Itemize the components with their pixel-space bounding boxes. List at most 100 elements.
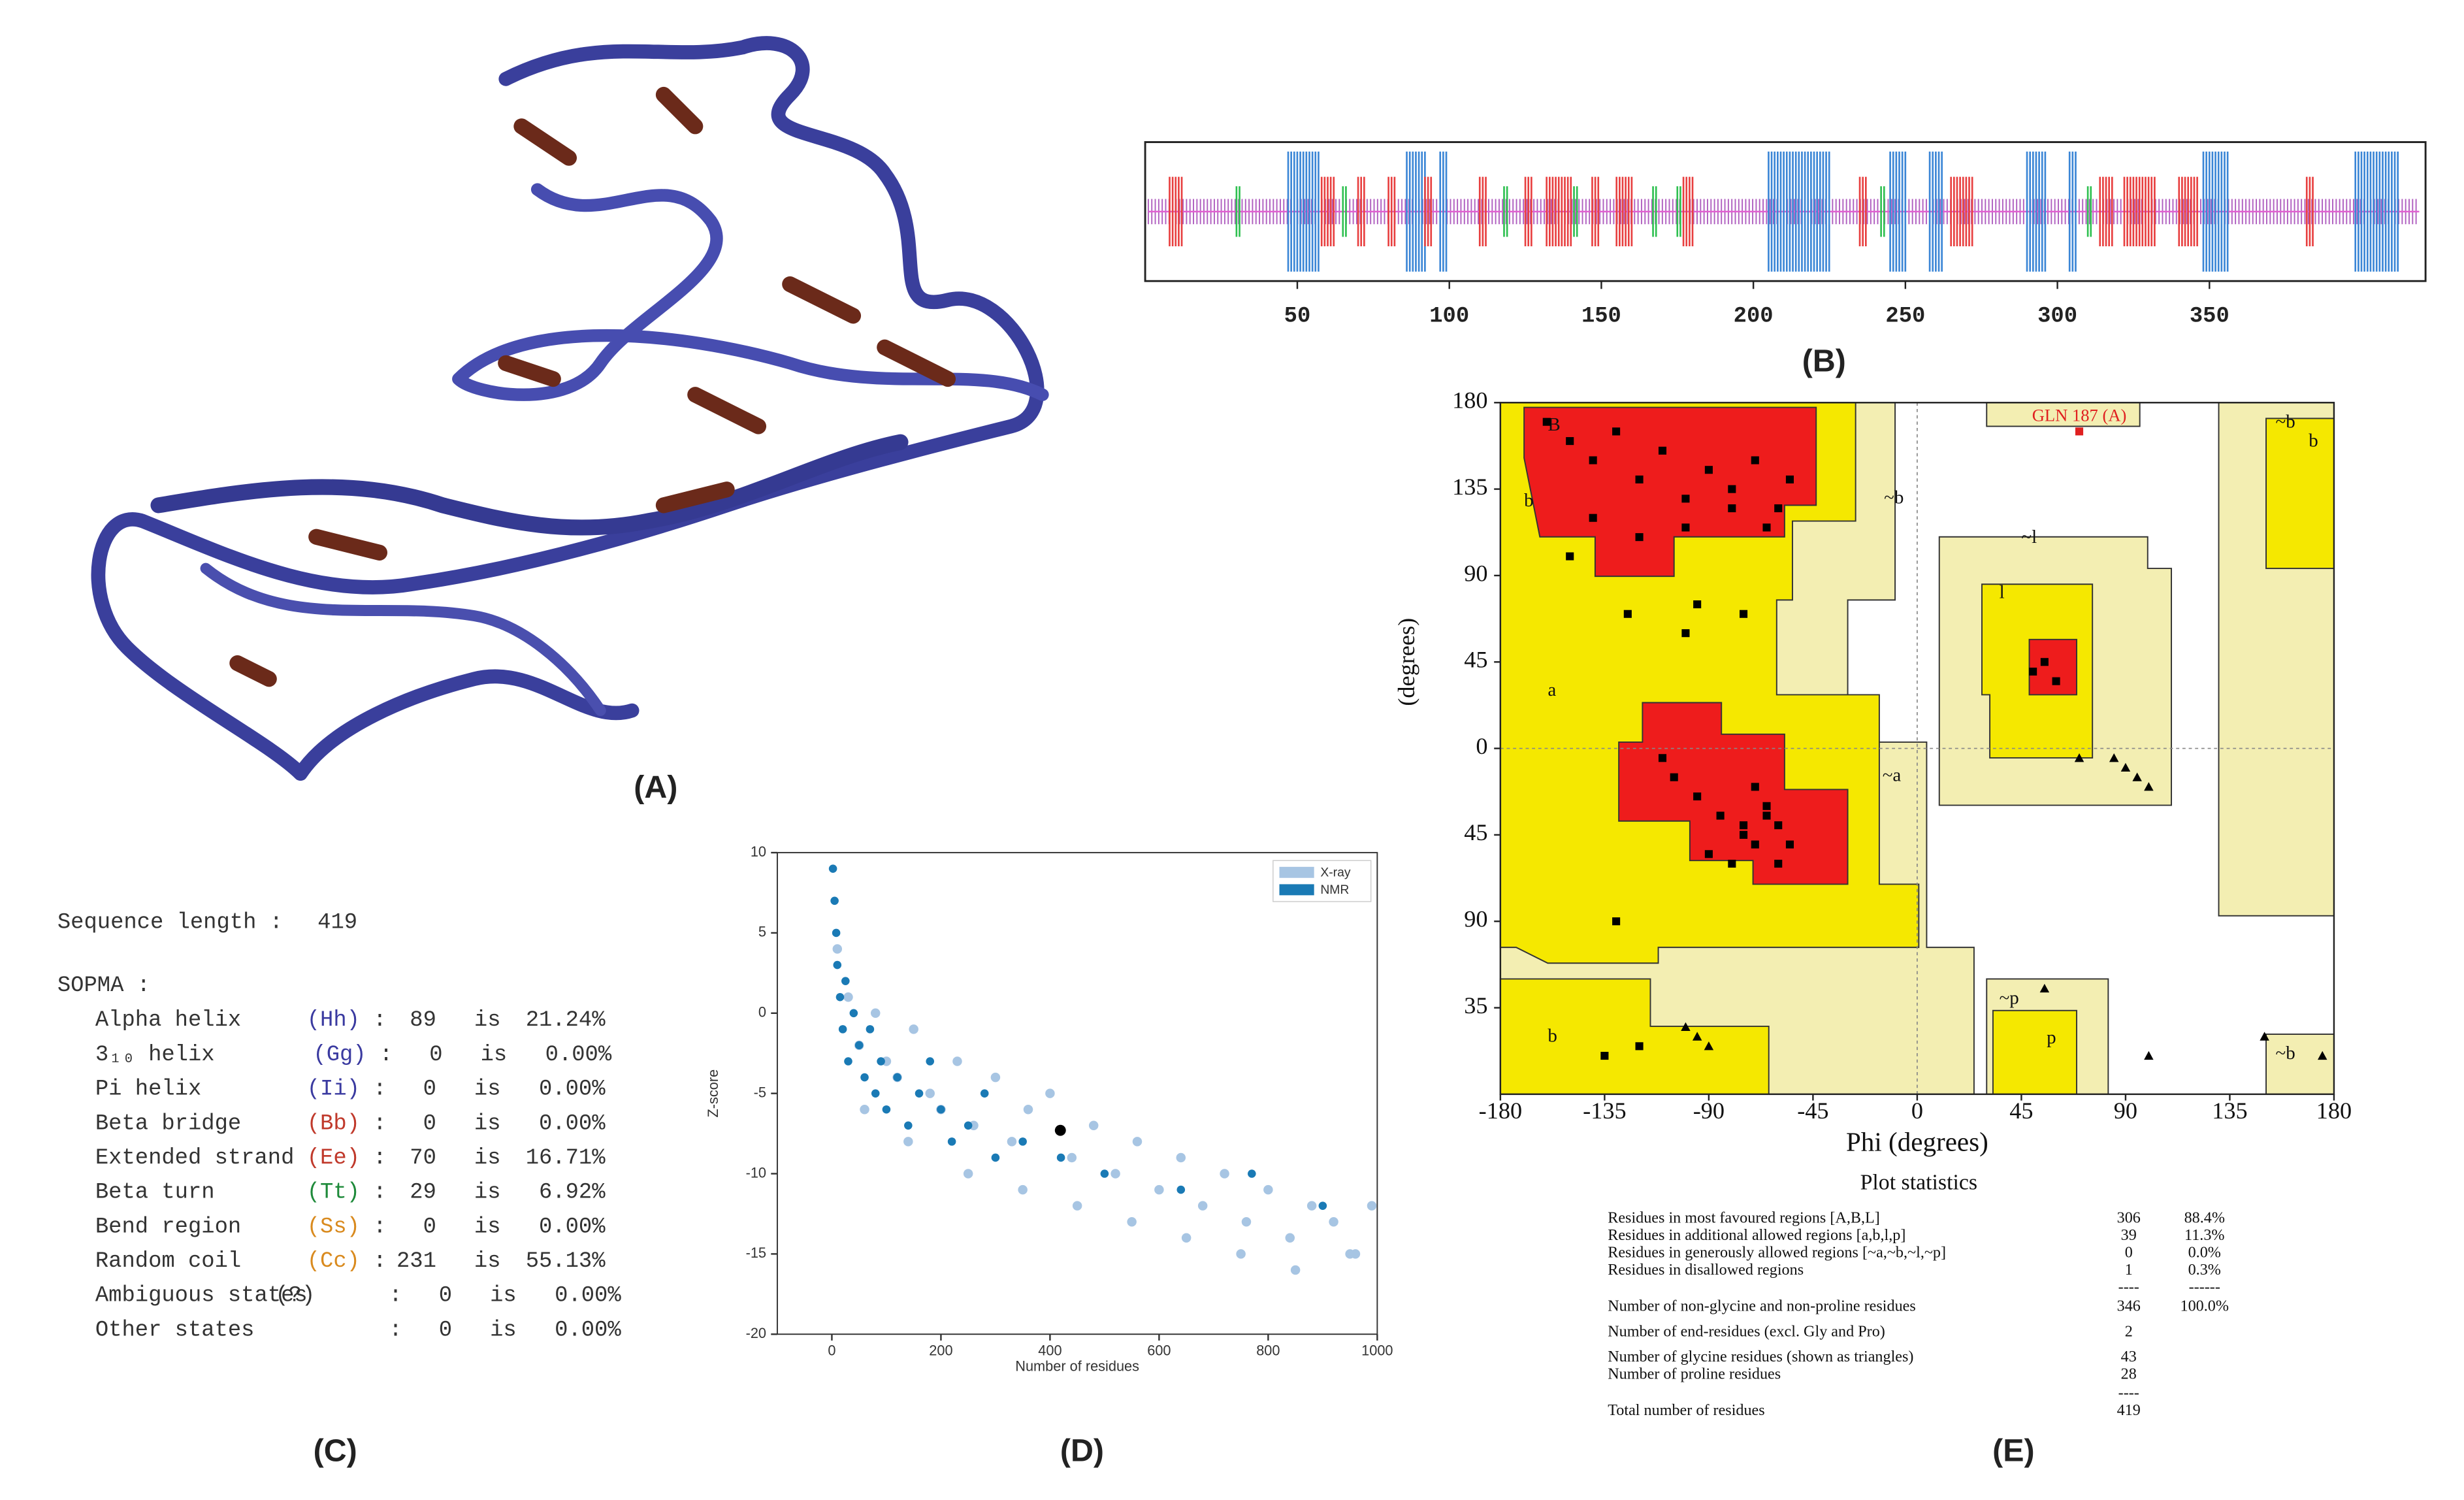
point	[1367, 1201, 1377, 1211]
residue-point	[1693, 792, 1702, 801]
residue-point	[1740, 830, 1748, 839]
state-count: 0	[429, 1043, 442, 1068]
residue-point	[1566, 437, 1574, 446]
state-percent: 55.13%	[526, 1249, 606, 1274]
segment	[1320, 176, 1335, 247]
state-name: Ambiguous states	[95, 1284, 308, 1309]
x-tick-label: 800	[1256, 1343, 1280, 1359]
x-tick-label: 250	[1885, 304, 1925, 329]
residue-point	[2075, 427, 2084, 436]
y-tick-label: -15	[746, 1245, 766, 1261]
state-percent: 0.00%	[539, 1077, 606, 1102]
y-tick-label: 0	[758, 1004, 766, 1020]
point	[866, 1025, 875, 1034]
region-label: ~b	[2276, 1043, 2295, 1064]
residue-point	[1751, 783, 1759, 791]
is-word: is	[481, 1043, 508, 1068]
state-code: (Tt)	[307, 1181, 360, 1205]
region-label: b	[1548, 1026, 1557, 1047]
point	[904, 1121, 913, 1130]
x-tick-label: 600	[1147, 1343, 1171, 1359]
stats-count: 43	[2121, 1348, 2137, 1365]
x-tick-label: 150	[1581, 304, 1621, 329]
x-tick-label: -90	[1693, 1098, 1725, 1124]
separator: :	[389, 1318, 402, 1343]
point	[844, 1057, 852, 1066]
residue-point	[1762, 811, 1771, 820]
point	[964, 1121, 973, 1130]
point	[835, 992, 845, 1002]
glycine-point	[1692, 1032, 1702, 1041]
y-tick-label: 35	[1464, 992, 1487, 1019]
glycine-point	[2317, 1051, 2327, 1060]
state-code: (Ii)	[307, 1077, 360, 1102]
region-label: l	[2000, 581, 2005, 602]
residue-point	[1600, 1052, 1609, 1060]
point	[860, 1073, 869, 1082]
point	[1176, 1152, 1186, 1163]
segment	[2099, 176, 2113, 247]
stats-count: 306	[2117, 1209, 2141, 1226]
residue-point	[1566, 552, 1574, 561]
point	[1056, 1153, 1065, 1162]
point	[1285, 1233, 1295, 1243]
segment	[1546, 176, 1572, 247]
segment	[1503, 186, 1508, 237]
residue-point	[1589, 456, 1597, 465]
region-label: ~a	[1883, 765, 1902, 786]
stats-count: 419	[2117, 1401, 2141, 1419]
stats-label: Number of glycine residues (shown as tri…	[1608, 1348, 1913, 1365]
point	[952, 1056, 962, 1066]
residue-point	[1623, 610, 1632, 618]
segment	[2026, 152, 2047, 272]
point	[925, 1088, 935, 1098]
point	[926, 1057, 935, 1066]
x-tick-label: 0	[828, 1343, 835, 1359]
separator: :	[373, 1111, 386, 1136]
segment	[2178, 176, 2198, 247]
segment	[2354, 152, 2399, 272]
y-tick-label: 90	[1464, 906, 1487, 932]
stats-count: 28	[2121, 1365, 2137, 1383]
separator: :	[373, 1077, 386, 1102]
stats-count: 0	[2125, 1244, 2133, 1262]
state-code: (Ss)	[307, 1215, 360, 1239]
residue-point	[1785, 840, 1794, 849]
stats-count: 346	[2117, 1297, 2141, 1315]
state-name: Pi helix	[95, 1077, 201, 1102]
segment	[1928, 152, 1943, 272]
segment	[1615, 176, 1633, 247]
legend-label: X-ray	[1320, 866, 1351, 880]
glycine-point	[1681, 1022, 1691, 1031]
stats-title: Plot statistics	[1860, 1170, 1978, 1194]
point	[915, 1089, 924, 1098]
point	[870, 1008, 881, 1019]
stats-label: Number of proline residues	[1608, 1365, 1781, 1383]
point	[1181, 1233, 1191, 1243]
segment	[1950, 176, 1973, 247]
outlier-label: GLN 187 (A)	[2032, 406, 2127, 425]
point	[1329, 1216, 1338, 1227]
point	[1290, 1265, 1301, 1275]
segment	[2202, 152, 2229, 272]
segment	[1169, 176, 1183, 247]
x-tick-label: 45	[2009, 1098, 2033, 1124]
region-label: B	[1548, 414, 1560, 435]
y-axis-label: Z-score	[705, 1069, 721, 1118]
is-word: is	[490, 1284, 517, 1309]
legend-label: NMR	[1320, 883, 1349, 897]
point	[871, 1089, 880, 1098]
residue-point	[1681, 523, 1690, 532]
region-label: a	[1548, 679, 1556, 700]
x-tick-label: 200	[1734, 304, 1774, 329]
stats-percent: 11.3%	[2184, 1226, 2225, 1244]
point	[1127, 1216, 1137, 1227]
y-tick-label: -10	[746, 1164, 766, 1181]
point	[1007, 1137, 1017, 1147]
point	[963, 1169, 973, 1179]
is-word: is	[474, 1181, 501, 1205]
state-name: Other states	[95, 1318, 255, 1343]
residue-point	[1612, 427, 1621, 436]
x-tick-label: 90	[2114, 1098, 2137, 1124]
